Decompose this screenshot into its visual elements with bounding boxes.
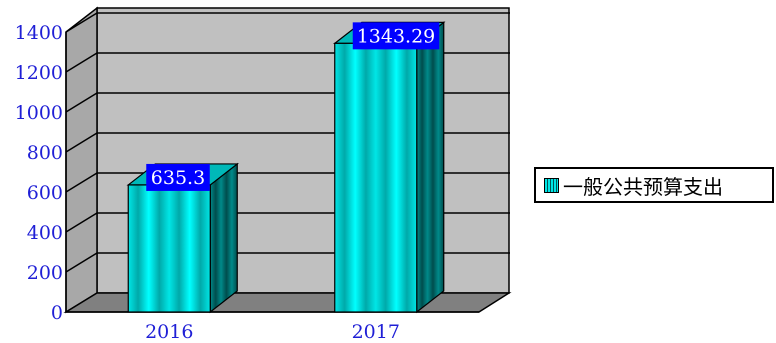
bar-2017 <box>333 21 446 314</box>
y-tick-label: 1400 <box>15 22 63 44</box>
bar-front <box>127 184 211 313</box>
data-label-bg <box>146 163 210 191</box>
y-tick-label: 600 <box>27 182 63 204</box>
y-tick-label: 0 <box>51 302 63 324</box>
bar-side <box>209 162 238 314</box>
data-label: 1343.29 <box>352 22 440 50</box>
y-tick-label: 1200 <box>15 62 63 84</box>
y-tick-label: 400 <box>27 222 63 244</box>
bar-front <box>334 42 418 313</box>
gridline-side <box>65 172 98 193</box>
gridline-side <box>65 52 98 73</box>
x-axis-category-labels: 2016 2017 <box>145 321 400 343</box>
gridline-side <box>65 12 98 33</box>
data-label-text: 635.3 <box>151 167 205 189</box>
gridline-side <box>65 252 98 273</box>
bars: 635.3 1343.29 <box>126 21 446 314</box>
side-wall <box>65 6 98 314</box>
y-tick-label: 200 <box>27 262 63 284</box>
data-label-text: 1343.29 <box>357 25 436 47</box>
legend: 一般公共预算支出 <box>534 167 774 203</box>
y-tick-label: 1000 <box>15 102 63 124</box>
x-tick-label: 2017 <box>352 321 400 343</box>
legend-swatch-icon <box>544 177 559 193</box>
y-axis-tick-labels: 0 200 400 600 800 1000 1200 1400 <box>15 22 63 324</box>
bar-side <box>416 21 445 314</box>
gridline-side <box>65 132 98 153</box>
data-label: 635.3 <box>146 163 210 191</box>
legend-label: 一般公共预算支出 <box>563 174 723 199</box>
data-label-bg <box>352 22 440 50</box>
y-tick-label: 800 <box>27 142 63 164</box>
gridline-side <box>65 92 98 113</box>
x-tick-label: 2016 <box>145 321 193 343</box>
gridline-side <box>65 212 98 233</box>
